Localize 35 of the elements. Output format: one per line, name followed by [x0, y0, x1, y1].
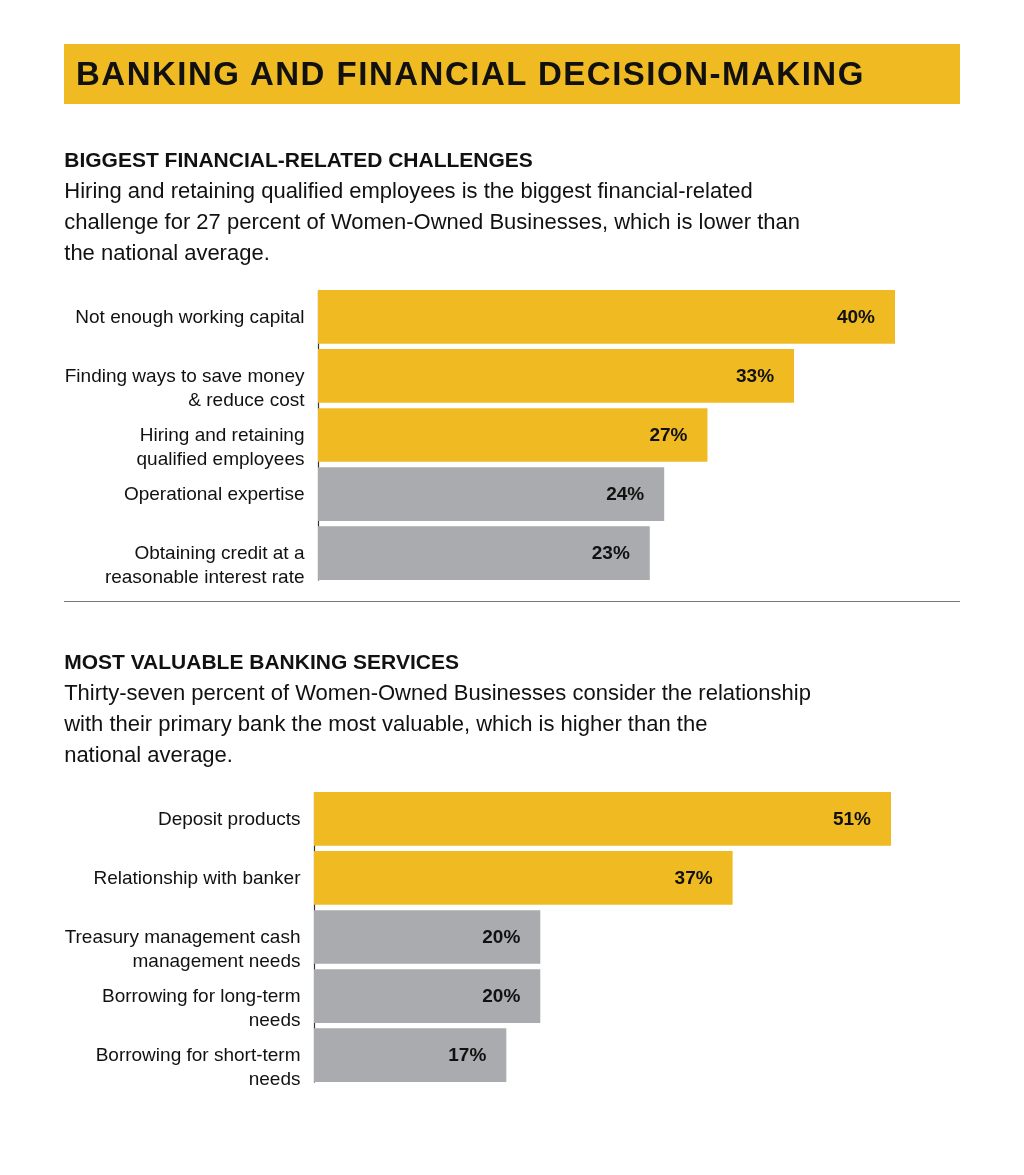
- chart-subtitle: Thirty-seven percent of Women-Owned Businesses consider the relationship with their primary bank the most valuable, which is higher than the national average.: [63, 680, 811, 767]
- data-label: 51%: [832, 807, 872, 829]
- bar: [314, 851, 733, 905]
- bar: [318, 290, 895, 344]
- data-label: 37%: [674, 866, 713, 888]
- y-tick-label: Borrowing for long-term needs: [101, 985, 301, 1031]
- bar: [314, 969, 541, 1023]
- data-label: 23%: [591, 542, 630, 564]
- y-tick-label: Finding ways to save money & reduce cost: [64, 364, 306, 410]
- y-tick-label: Obtaining credit at a reasonable interest rate: [104, 542, 305, 588]
- data-label: 27%: [649, 424, 688, 445]
- data-label: 24%: [606, 483, 645, 505]
- bar: [318, 408, 708, 462]
- y-tick-label: Hiring and retaining qualified employees: [136, 424, 305, 469]
- data-label: 40%: [836, 305, 876, 327]
- chart-subtitle: Hiring and retaining qualified employees is the biggest financial-related challenge for 27 percent of Women-Owned Businesses, which is lower than the national average.: [64, 178, 801, 265]
- bar: [318, 467, 665, 521]
- data-label: 17%: [448, 1044, 487, 1066]
- y-tick-label: Relationship with banker: [93, 866, 302, 888]
- bar: [318, 349, 795, 403]
- bar: [318, 526, 650, 580]
- chart-title: MOST VALUABLE BANKING SERVICES: [64, 650, 459, 673]
- y-tick-label: Not enough working capital: [75, 305, 305, 327]
- data-label: 20%: [482, 926, 521, 947]
- y-tick-label: Deposit products: [157, 807, 301, 829]
- data-label: 20%: [482, 985, 521, 1007]
- bar: [314, 910, 541, 964]
- y-tick-label: Operational expertise: [123, 483, 305, 505]
- text: BANKING AND FINANCIAL DECISION-MAKING: [64, 44, 960, 104]
- data-label: 33%: [735, 364, 775, 386]
- y-tick-label: Borrowing for short-term needs: [95, 1044, 301, 1090]
- y-tick-label: Treasury management cash management needs: [64, 926, 301, 971]
- bar: [314, 792, 891, 846]
- bar: [314, 1028, 507, 1082]
- chart-title: BIGGEST FINANCIAL-RELATED CHALLENGES: [64, 148, 533, 171]
